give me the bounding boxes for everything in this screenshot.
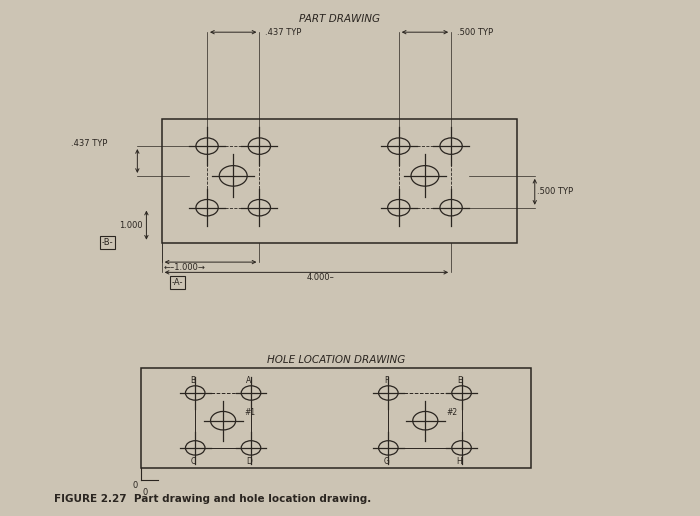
Text: B: B	[190, 376, 196, 385]
Text: .437 TYP: .437 TYP	[71, 139, 108, 148]
Text: PART DRAWING: PART DRAWING	[299, 14, 380, 24]
Text: -A-: -A-	[172, 278, 183, 287]
Text: .500 TYP: .500 TYP	[456, 28, 493, 37]
Text: D: D	[246, 457, 252, 466]
Text: 0: 0	[132, 481, 138, 490]
Text: G: G	[384, 457, 389, 466]
Bar	[141, 368, 531, 469]
Text: 4.000–: 4.000–	[307, 273, 335, 282]
Text: A: A	[246, 376, 251, 385]
Text: #2: #2	[446, 408, 457, 416]
Bar	[162, 119, 517, 243]
Text: .500 TYP: .500 TYP	[537, 187, 573, 196]
Text: H: H	[456, 457, 462, 466]
Text: ←–1.000→: ←–1.000→	[163, 263, 205, 272]
Text: -B-: -B-	[102, 238, 113, 247]
Text: FIGURE 2.27  Part drawing and hole location drawing.: FIGURE 2.27 Part drawing and hole locati…	[54, 494, 371, 504]
Text: 1.000: 1.000	[119, 221, 143, 230]
Text: 0: 0	[142, 488, 148, 497]
Text: #1: #1	[244, 408, 255, 416]
Text: C: C	[190, 457, 196, 466]
Text: HOLE LOCATION DRAWING: HOLE LOCATION DRAWING	[267, 354, 405, 365]
Text: .437 TYP: .437 TYP	[265, 28, 301, 37]
Text: F: F	[384, 376, 388, 385]
Text: E: E	[457, 376, 462, 385]
